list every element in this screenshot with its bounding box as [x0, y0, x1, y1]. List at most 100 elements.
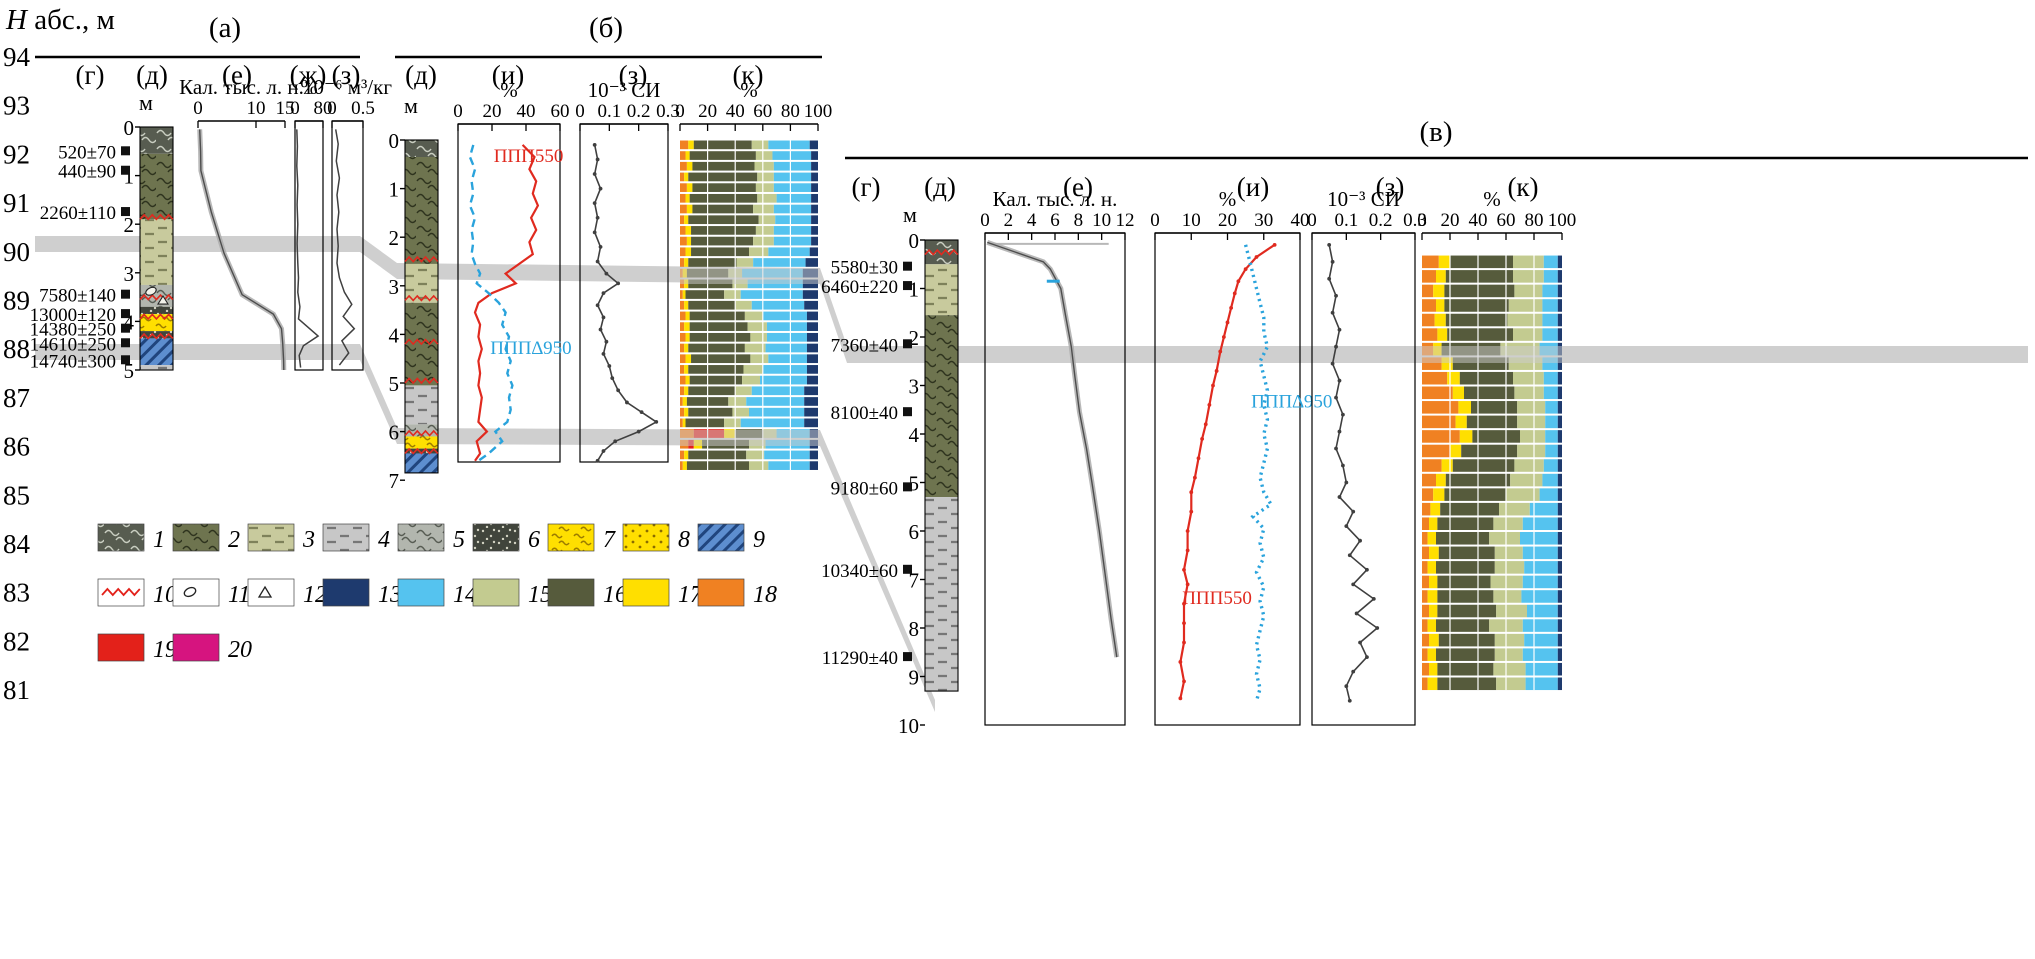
legend-swatch-blue_light: [397, 578, 445, 607]
bar-seg-blue_dark: [811, 161, 818, 171]
depth-tick-label: 5: [124, 359, 135, 383]
shape: [1337, 378, 1342, 383]
bar-seg-blue_dark: [804, 397, 818, 406]
curve-label: ППП550: [494, 146, 564, 167]
bar-seg-blue_dark: [1557, 517, 1562, 530]
bar-seg-yellow: [685, 247, 692, 257]
radiocarbon-date: 13000±120: [30, 305, 116, 326]
shape: [1203, 422, 1208, 427]
bar-seg-blue_light: [1521, 590, 1558, 603]
bar-seg-blue_light: [1545, 401, 1558, 414]
bar-seg-blue_light: [1543, 386, 1558, 400]
x-tick-label: 0.5: [351, 98, 375, 119]
shape: [1330, 361, 1335, 366]
legend-swatch-orange: [697, 578, 745, 607]
depth-tick-label: 1: [124, 165, 135, 189]
series-ППП550: [473, 144, 540, 462]
bar-seg-orange: [1422, 299, 1436, 312]
bar-seg-olive_dark: [688, 365, 744, 374]
section-v: (г) (д) (е) (и) (з) (к)м0123456789105580±3064…: [821, 156, 2028, 738]
bar-seg-olive_light: [754, 161, 774, 171]
bar-seg-yellow: [1427, 590, 1438, 603]
bar-seg-blue_light: [773, 204, 812, 214]
bar-seg-olive_dark: [1472, 430, 1520, 443]
bar-seg-blue_light: [1542, 284, 1558, 298]
bar-seg-blue_dark: [1557, 677, 1562, 691]
shape: [1214, 369, 1219, 373]
legend-number: 11: [228, 582, 250, 608]
bar-seg-blue_light: [1543, 270, 1558, 283]
bar-seg-olive_dark: [1437, 662, 1494, 676]
bar-seg-orange: [1422, 371, 1448, 385]
x-tick-label: 0: [575, 101, 585, 122]
legend-item-2: 2: [172, 523, 240, 553]
plot-frame: [579, 123, 669, 463]
legend-swatch-yellow: [622, 578, 670, 607]
shape: [1344, 524, 1349, 529]
erosion-surface-mark: [139, 332, 174, 340]
bar-seg-olive_light: [743, 365, 763, 374]
lith-unit-u5: [405, 424, 438, 437]
x-tick-label: 60: [551, 101, 570, 122]
erosion-surface-mark: [139, 313, 174, 321]
shape: [1337, 495, 1342, 499]
bar-seg-orange: [1422, 488, 1434, 501]
lith-unit-u9: [405, 453, 438, 473]
depth-tick-label: 8: [909, 617, 920, 641]
x-tick-label: 80: [314, 98, 333, 119]
bar-seg-blue_dark: [809, 450, 818, 460]
x-tick-label: 80: [781, 101, 800, 122]
shape: [1334, 344, 1338, 349]
erosion-surface-mark: [139, 293, 174, 301]
chart-b_loi: 0 20 40 60% ППП550 ППП∆950: [453, 78, 572, 463]
bar-seg-blue_light: [768, 247, 810, 257]
lith-unit-u2: [405, 157, 438, 264]
bar-seg-blue_light: [765, 343, 807, 353]
bar-seg-blue_dark: [811, 193, 818, 203]
shape: [595, 215, 600, 220]
bar-seg-yellow: [685, 311, 690, 321]
bar-seg-blue_dark: [1557, 299, 1562, 312]
bar-seg-blue_light: [753, 258, 806, 267]
curve-label: ППП550: [1182, 588, 1252, 609]
shape: [598, 245, 603, 249]
shape: [595, 157, 600, 162]
series-magnetic_susceptibility: [334, 129, 356, 366]
bar-seg-orange: [1422, 648, 1428, 661]
bar-seg-yellow: [684, 322, 690, 331]
shape: [592, 201, 597, 206]
radiocarbon-date: 14380±250: [30, 320, 116, 341]
shape: [616, 388, 621, 393]
bar-seg-orange: [680, 407, 685, 417]
column-letter: (е): [222, 60, 252, 90]
x-tick-label: 2: [1004, 210, 1014, 231]
bar-seg-yellow: [1433, 284, 1445, 298]
curve-label: ППП∆950: [490, 338, 571, 359]
bar-seg-yellow: [684, 215, 689, 225]
bar-seg-olive_dark: [688, 386, 736, 396]
bar-seg-orange: [680, 247, 686, 257]
bar-seg-blue_light: [1524, 633, 1558, 647]
bar-seg-blue_light: [740, 418, 805, 428]
bar-seg-olive_light: [1493, 590, 1522, 603]
shape: [1344, 480, 1349, 485]
shape: [1221, 335, 1226, 339]
x-tick-label: 80: [1525, 210, 1544, 231]
bar-seg-orange: [1422, 561, 1428, 574]
legend-swatch-blue_dark: [322, 578, 370, 607]
chart-v_loi: 0 10 20 30 40% ППП550 ППП∆950: [1150, 187, 1332, 726]
depth-tick-label: 9: [909, 666, 920, 690]
bar-seg-olive_light: [758, 215, 776, 225]
date-tick-square: [903, 564, 912, 574]
bar-seg-olive_light: [753, 236, 774, 246]
shape: [601, 449, 606, 453]
bar-seg-olive_light: [1517, 444, 1546, 458]
bar-seg-yellow: [686, 183, 693, 192]
radiocarbon-date: 7580±140: [39, 286, 116, 307]
shape: [1347, 698, 1352, 703]
shape: [1185, 548, 1190, 553]
bar-seg-yellow: [684, 172, 689, 182]
bar-seg-olive_light: [1520, 430, 1546, 443]
shape: [1211, 383, 1215, 388]
